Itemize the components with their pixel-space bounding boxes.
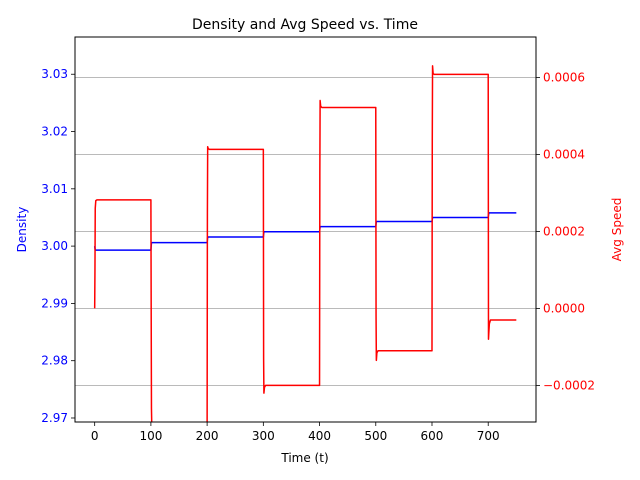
x-axis: 0 100 200 300 400 500 600 700 [91,422,500,443]
series-line-avg-speed [93,65,517,422]
series-layer [93,65,517,422]
y-right-axis-label: Avg Speed [610,198,624,262]
y-right-tick-label: 0.0004 [543,147,585,161]
y-left-tick-label: 3.01 [41,182,68,196]
x-tick-label: 300 [252,429,275,443]
x-axis-label: Time (t) [280,451,328,465]
y-left-tick-label: 2.99 [41,296,68,310]
y-right-axis: −0.0002 0.0000 0.0002 0.0004 0.0006 [536,70,595,392]
y-left-axis-label: Density [15,207,29,253]
y-left-axis: 2.97 2.98 2.99 3.00 3.01 3.02 3.03 [41,67,75,425]
x-tick-label: 0 [91,429,99,443]
chart-title: Density and Avg Speed vs. Time [192,17,418,33]
y-right-tick-label: −0.0002 [543,378,595,392]
x-tick-label: 400 [308,429,331,443]
y-right-tick-label: 0.0000 [543,301,585,315]
x-tick-label: 600 [421,429,444,443]
y-left-tick-label: 2.97 [41,411,68,425]
y-left-tick-label: 2.98 [41,354,68,368]
plot-frame [74,36,537,423]
y-left-tick-label: 3.00 [41,239,68,253]
y-left-tick-label: 3.03 [41,67,68,81]
x-tick-label: 200 [196,429,219,443]
x-tick-label: 100 [139,429,162,443]
y-right-tick-label: 0.0006 [543,70,585,84]
y-left-tick-label: 3.02 [41,125,68,139]
x-tick-label: 500 [364,429,387,443]
x-tick-label: 700 [477,429,500,443]
y-right-tick-label: 0.0002 [543,224,585,238]
